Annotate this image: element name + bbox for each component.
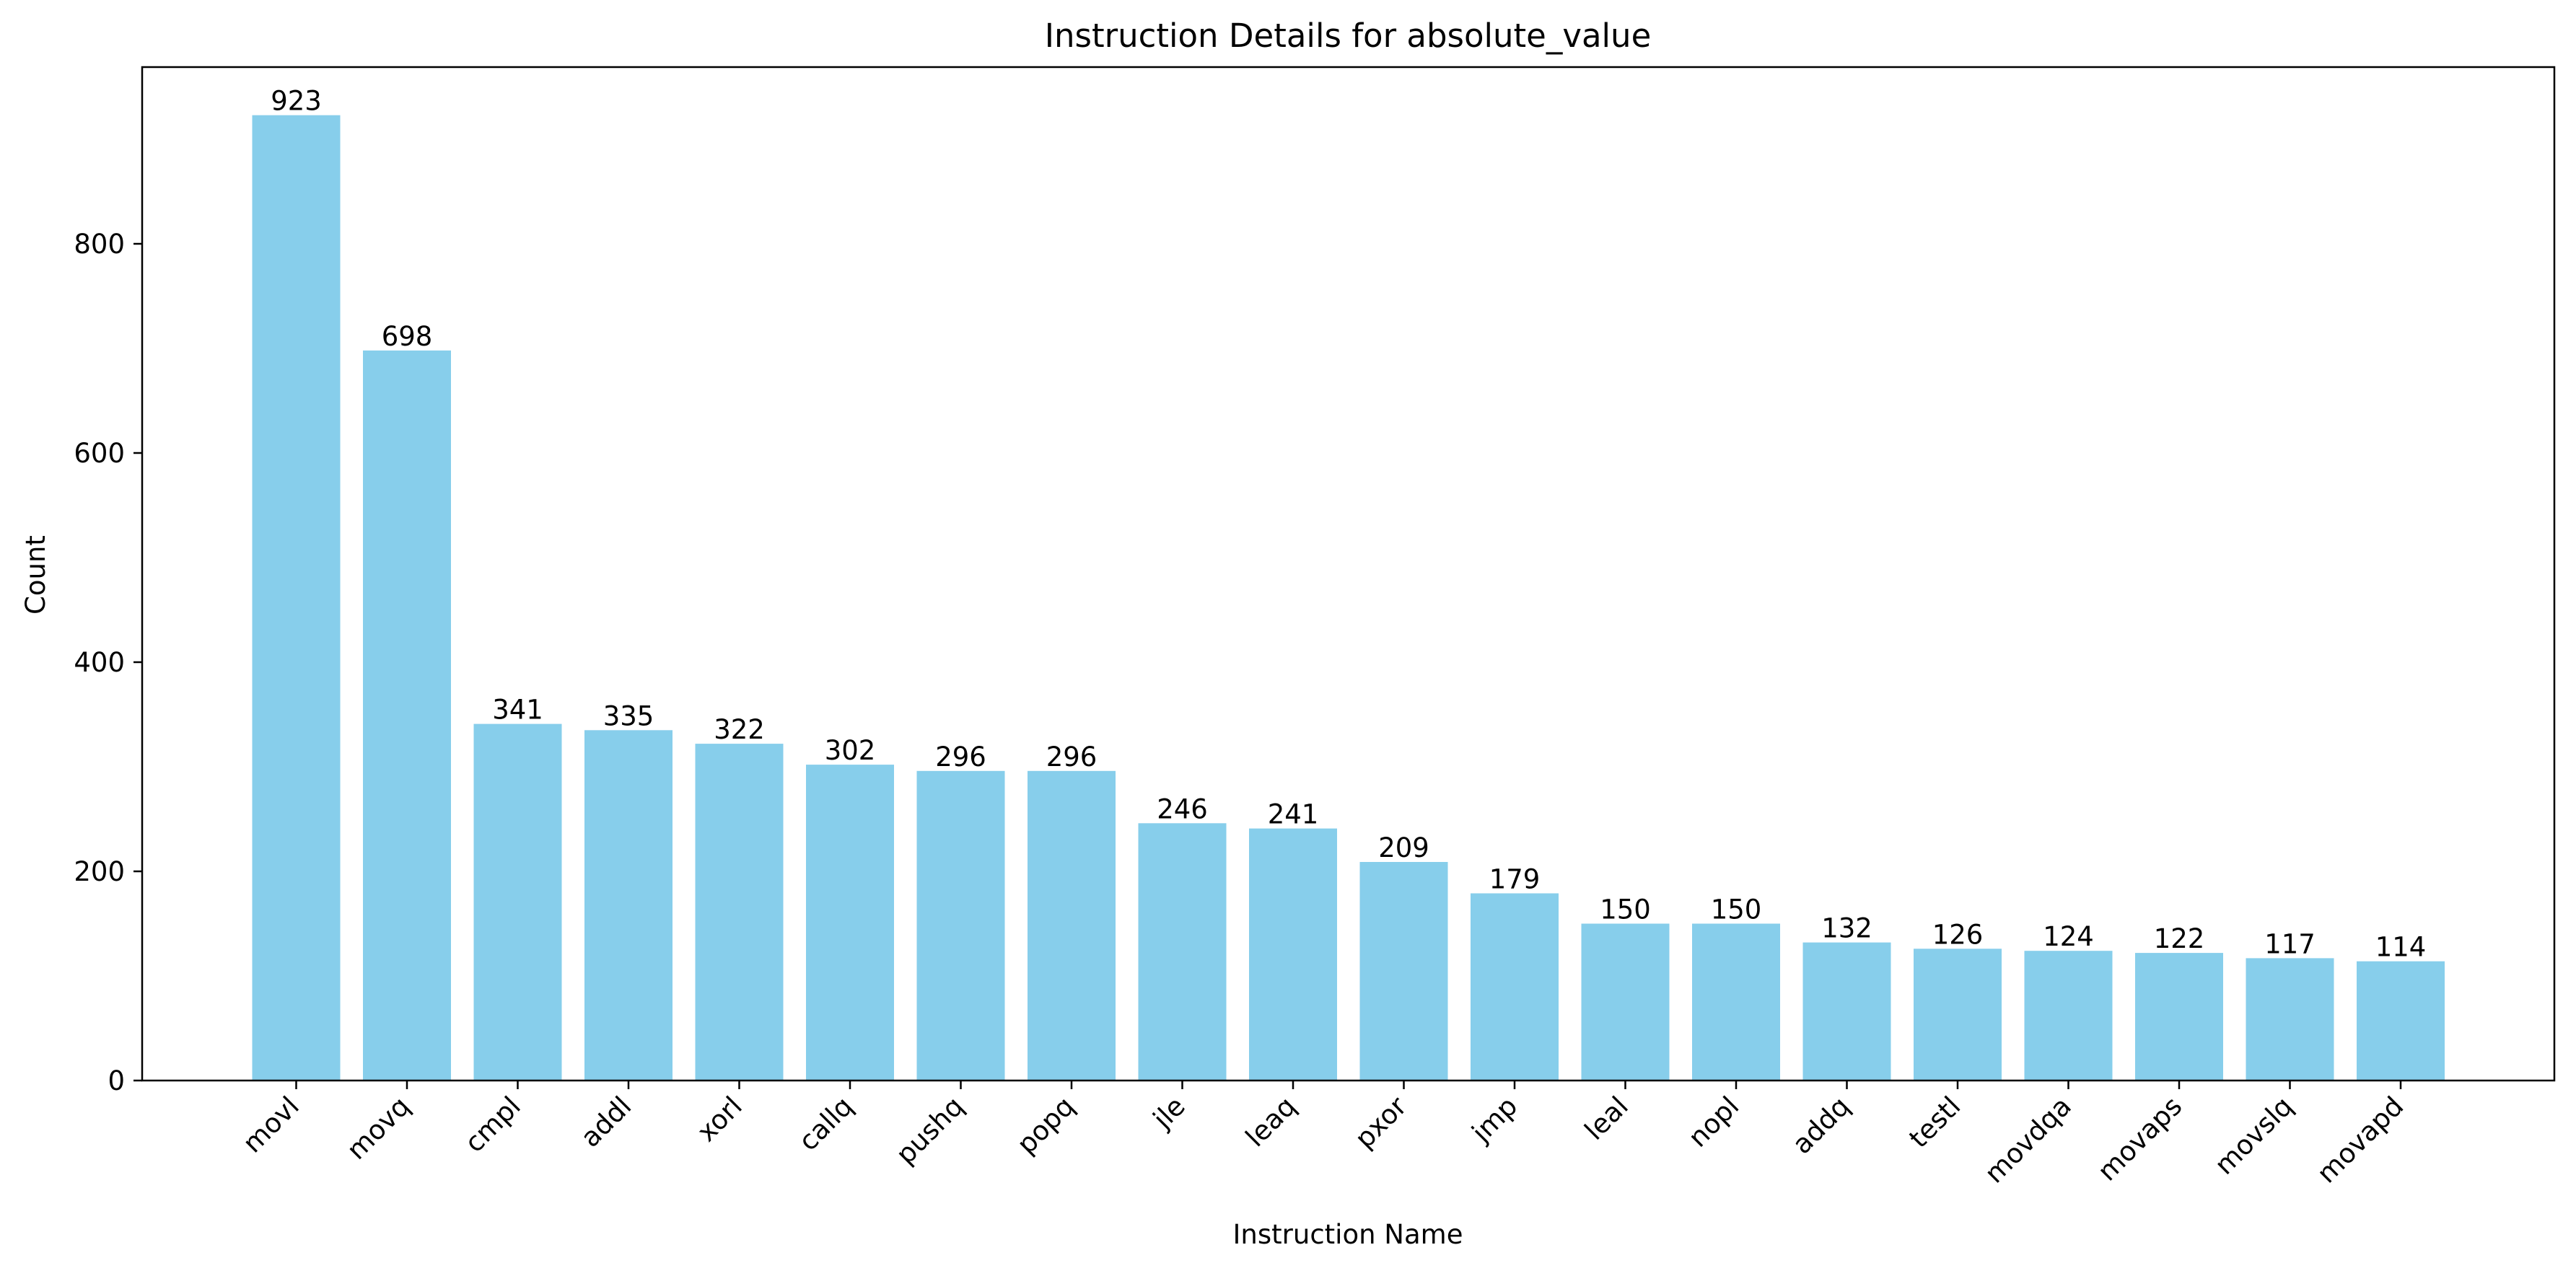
data-label-movslq: 117 [2264, 928, 2316, 959]
data-label-popq: 296 [1046, 742, 1098, 773]
y-tick-label-400: 400 [74, 647, 125, 678]
data-label-movq: 698 [382, 321, 433, 352]
bar-pushq [916, 770, 1005, 1081]
bar-movapd [2357, 961, 2445, 1081]
bar-testl [1914, 949, 2002, 1081]
bar-jmp [1471, 893, 1559, 1081]
bars-layer [252, 115, 2445, 1081]
x-axis-label: Instruction Name [1233, 1219, 1463, 1250]
data-label-xorl: 322 [714, 714, 765, 745]
bar-movslq [2246, 958, 2334, 1081]
bar-movaps [2135, 953, 2223, 1081]
chart-title: Instruction Details for absolute_value [1045, 17, 1652, 55]
data-label-jle: 246 [1157, 793, 1208, 824]
y-tick-label-800: 800 [74, 229, 125, 260]
y-axis-ticks: 0 200 400 600 800 [74, 229, 142, 1096]
data-label-movaps: 122 [2154, 923, 2205, 954]
data-label-leal: 150 [1600, 894, 1651, 925]
bar-movq [363, 350, 451, 1081]
bar-addl [584, 730, 673, 1081]
bar-callq [806, 765, 894, 1081]
y-tick-label-600: 600 [74, 438, 125, 469]
bar-popq [1028, 770, 1116, 1081]
bar-nopl [1692, 923, 1780, 1081]
bar-xorl [695, 744, 784, 1081]
data-label-callq: 302 [825, 735, 876, 766]
y-tick-label-0: 0 [108, 1065, 125, 1096]
data-label-jmp: 179 [1489, 864, 1541, 895]
bar-movl [252, 115, 341, 1081]
data-label-pushq: 296 [935, 742, 986, 773]
bar-addq [1802, 942, 1891, 1081]
plot-area-frame [141, 66, 2556, 1082]
bar-leaq [1249, 828, 1337, 1081]
data-label-movdqa: 124 [2043, 921, 2094, 952]
data-label-movapd: 114 [2375, 932, 2427, 963]
data-label-cmpl: 341 [492, 695, 543, 726]
data-label-testl: 126 [1932, 919, 1984, 950]
bar-leal [1581, 923, 1670, 1081]
data-label-leaq: 241 [1268, 799, 1319, 830]
y-axis-label: Count [20, 535, 51, 615]
bar-pxor [1359, 862, 1448, 1081]
bar-cmpl [473, 723, 562, 1081]
bar-jle [1138, 823, 1227, 1081]
data-label-addl: 335 [603, 700, 654, 731]
bar-movdqa [2024, 951, 2113, 1081]
data-label-movl: 923 [271, 86, 322, 117]
data-labels-layer: 923 698 341 335 322 302 296 296 246 241 209 179 150 1… [271, 86, 2426, 963]
data-label-pxor: 209 [1378, 832, 1429, 863]
data-label-addq: 132 [1821, 913, 1872, 944]
data-label-nopl: 150 [1711, 894, 1762, 925]
y-tick-label-200: 200 [74, 856, 125, 887]
